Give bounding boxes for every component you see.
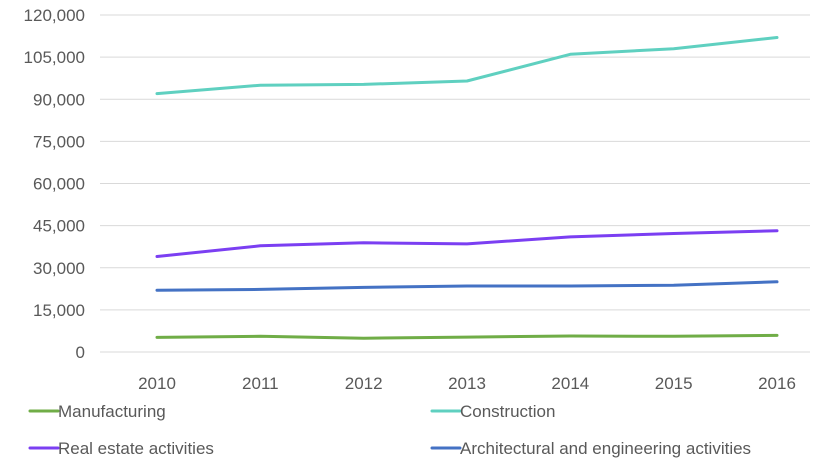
legend-item-real-estate-activities: Real estate activities (28, 439, 214, 458)
legend: Manufacturing Construction Real estate act… (28, 402, 751, 458)
x-tick-label-2: 2012 (345, 374, 383, 393)
legend-label-architectural-and-engineering-activities: Architectural and engineering activities (460, 439, 751, 458)
y-tick-label-1: 15,000 (33, 301, 85, 320)
y-tick-label-8: 120,000 (24, 6, 85, 25)
legend-item-architectural-and-engineering-activities: Architectural and engineering activities (430, 439, 751, 458)
series-line-real-estate-activities (155, 229, 779, 258)
x-axis-tick-labels: 2010 2011 2012 2013 2014 2015 2016 (138, 374, 796, 393)
legend-item-manufacturing: Manufacturing (28, 402, 166, 421)
y-tick-label-7: 105,000 (24, 48, 85, 67)
y-tick-label-6: 90,000 (33, 90, 85, 109)
y-tick-label-2: 30,000 (33, 259, 85, 278)
x-tick-label-3: 2013 (448, 374, 486, 393)
series-line-architectural-and-engineering-activities (155, 280, 779, 292)
legend-label-real-estate-activities: Real estate activities (58, 439, 214, 458)
series-line-construction (155, 36, 779, 96)
y-tick-label-3: 45,000 (33, 217, 85, 236)
legend-label-construction: Construction (460, 402, 555, 421)
x-tick-label-5: 2015 (655, 374, 693, 393)
legend-label-manufacturing: Manufacturing (58, 402, 166, 421)
x-tick-label-4: 2014 (551, 374, 589, 393)
x-tick-label-1: 2011 (242, 374, 279, 393)
y-tick-label-4: 60,000 (33, 175, 85, 194)
series-line-manufacturing (155, 333, 779, 340)
gridlines (100, 14, 810, 353)
legend-item-construction: Construction (430, 402, 555, 421)
y-tick-label-0: 0 (76, 343, 85, 362)
x-tick-label-6: 2016 (758, 374, 796, 393)
x-tick-label-0: 2010 (138, 374, 176, 393)
y-tick-label-5: 75,000 (33, 132, 85, 151)
y-axis-tick-labels: 0 15,000 30,000 45,000 60,000 75,000 90,000 105… (24, 6, 85, 362)
series-lines (155, 36, 779, 340)
